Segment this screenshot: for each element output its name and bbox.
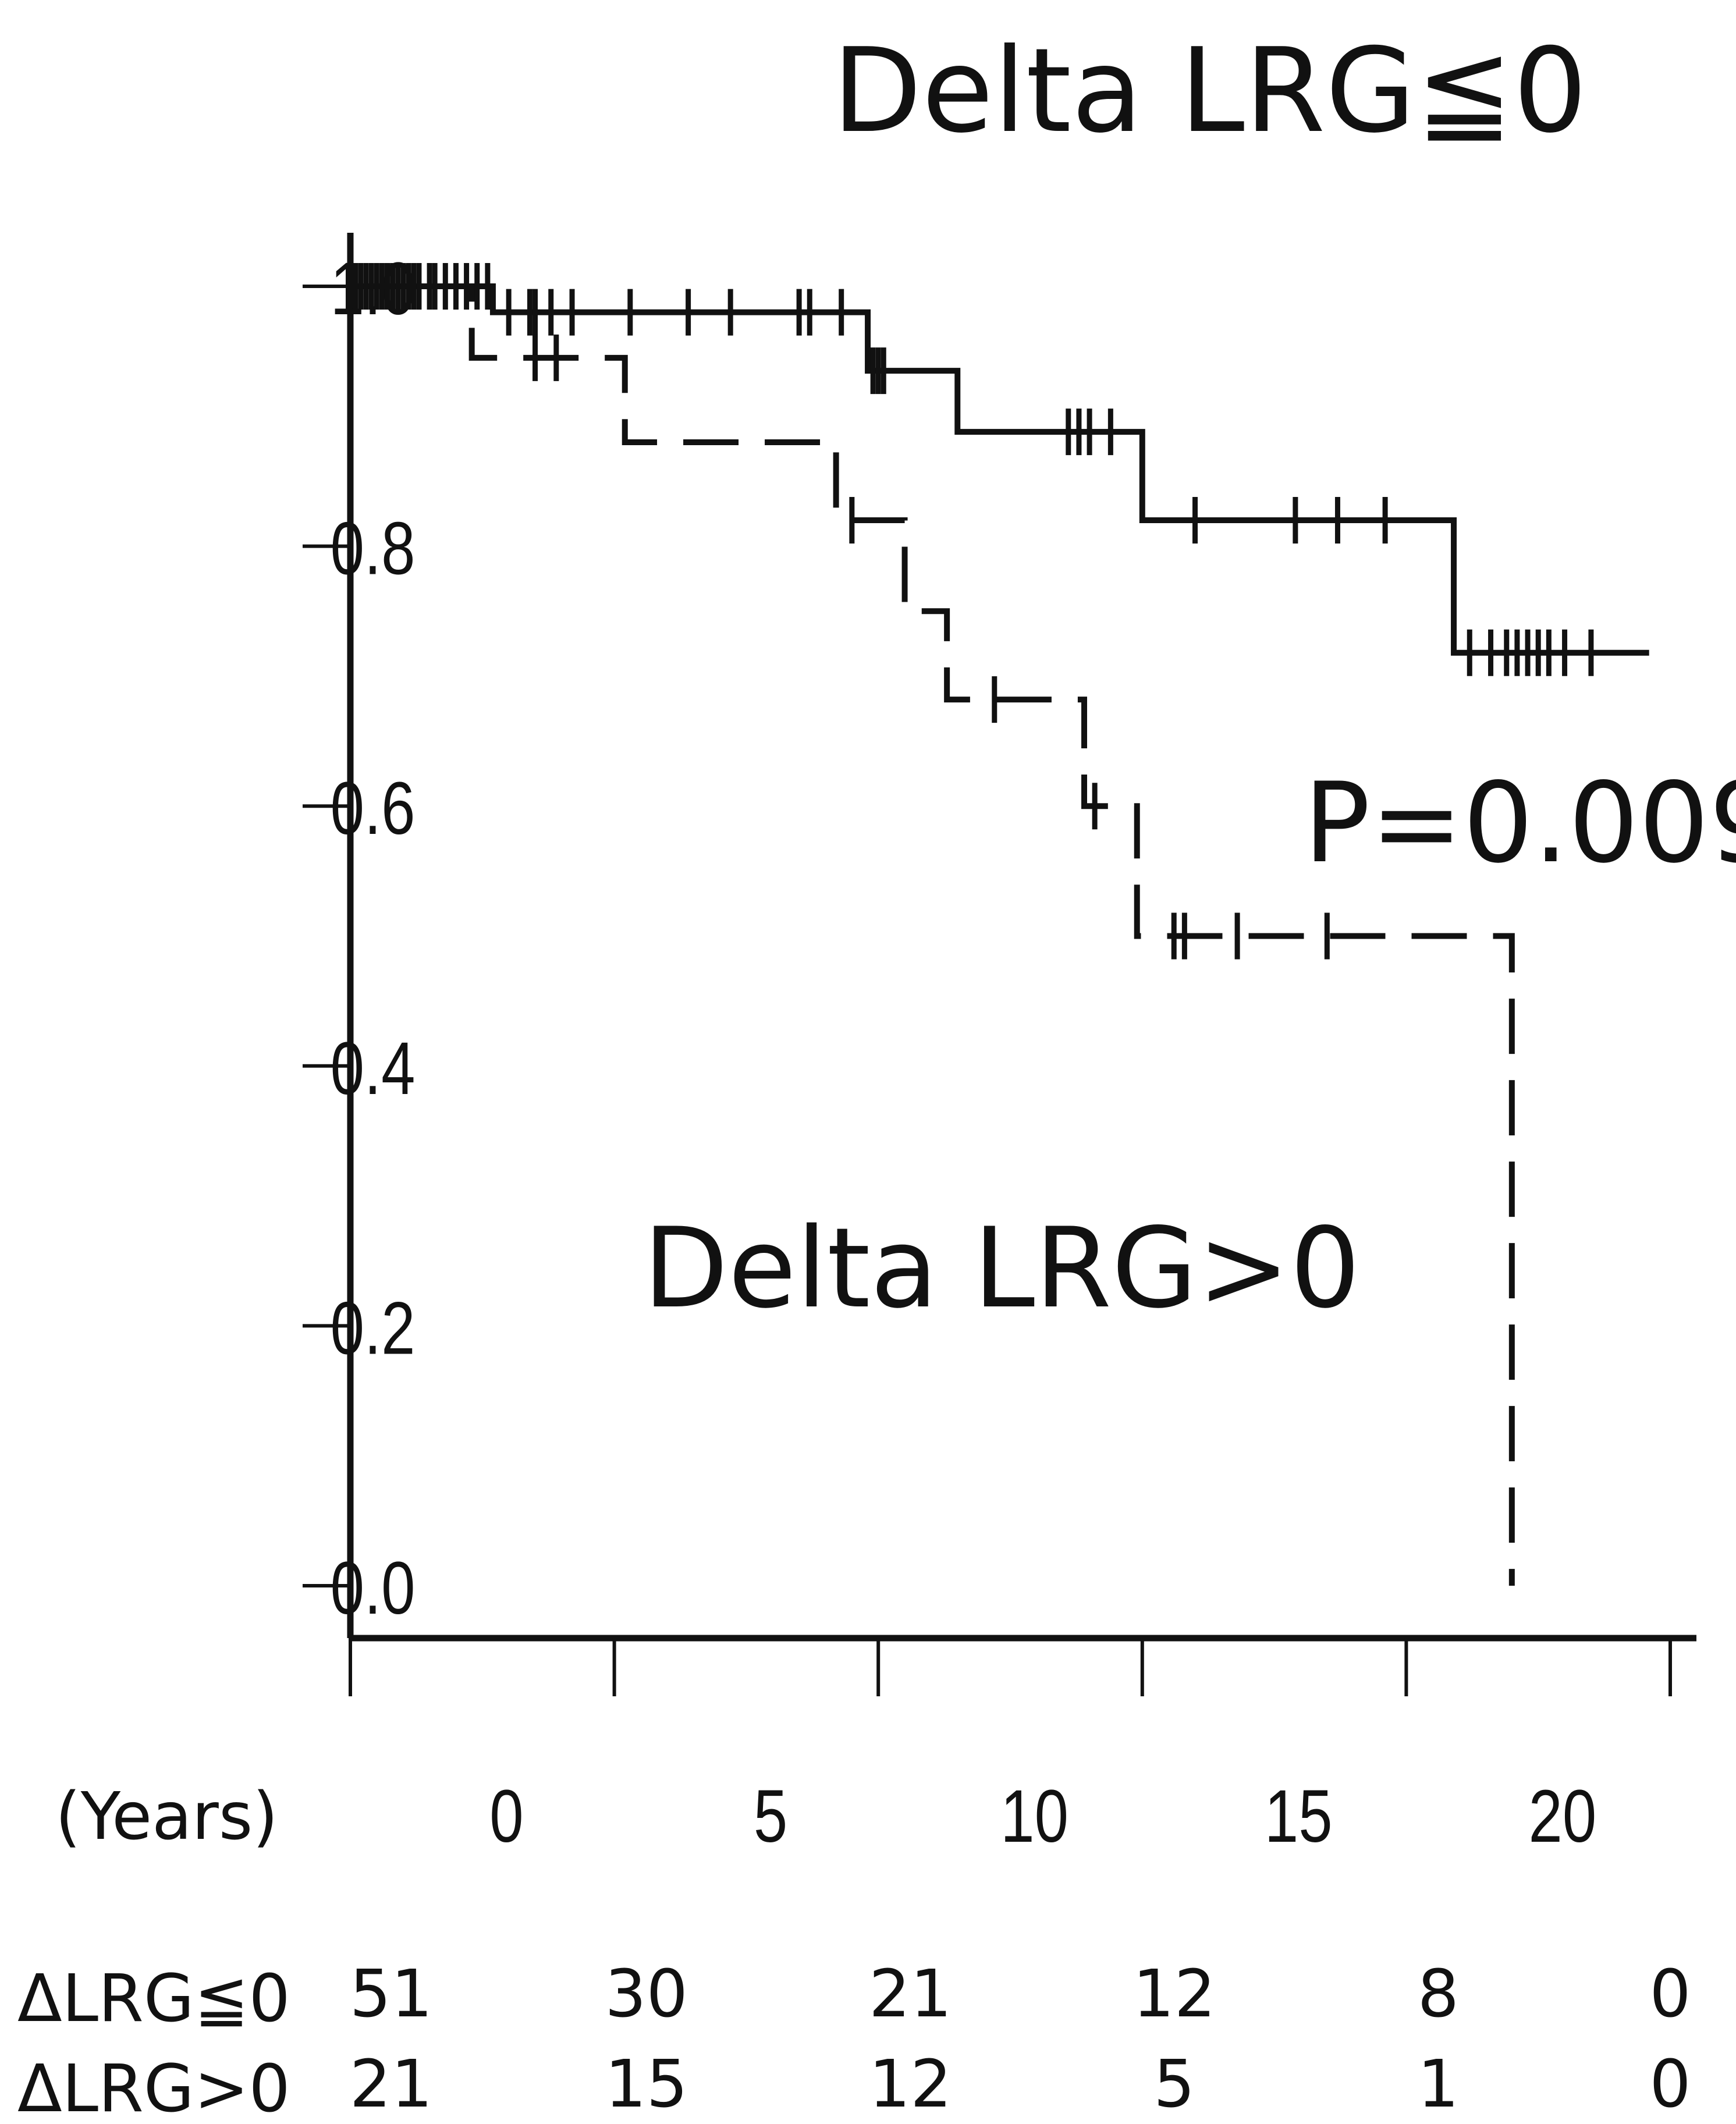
group2-label: Delta LRG>0 [643, 1204, 1361, 1333]
survival-curves [350, 263, 1649, 1586]
group1-title: Delta LRG≦0 [832, 23, 1587, 159]
y-tick-label: 0.2 [331, 1286, 416, 1369]
series-2 [350, 283, 1515, 1586]
risk-row-label: ΔLRG≦0 [17, 1961, 290, 2037]
x-axis-ticks: 0510152025 [349, 1638, 1672, 1857]
x-tick-label: 5 [754, 1774, 787, 1857]
y-tick-label: 0.8 [331, 507, 416, 590]
risk-value: 30 [605, 1956, 688, 2032]
y-tick-label: 0.0 [331, 1546, 416, 1629]
risk-value: 15 [605, 2047, 688, 2122]
axes [347, 233, 1696, 1642]
risk-row-label: ΔLRG>0 [17, 2051, 290, 2124]
risk-value: 21 [350, 2047, 433, 2122]
x-axis-label: (Years) [55, 1779, 278, 1855]
risk-value: 51 [350, 1956, 433, 2032]
risk-value: 12 [1133, 1956, 1216, 2032]
x-tick-label: 0 [489, 1774, 523, 1857]
survival-curve-1 [350, 283, 1649, 656]
risk-value: 5 [1153, 2047, 1195, 2122]
risk-value: 0 [1649, 1956, 1691, 2032]
risk-value: 12 [869, 2047, 952, 2122]
survival-curve-2 [350, 283, 1515, 1586]
x-tick-label: 10 [1000, 1774, 1068, 1857]
p-value-label: P=0.009 [1304, 759, 1736, 887]
y-axis-ticks: 0.00.20.40.60.81.0 [303, 247, 415, 1629]
risk-row-1: ΔLRG≦0 51 30 21 12 8 0 [17, 1956, 1691, 2037]
risk-row-2: ΔLRG>0 21 15 12 5 1 0 [17, 2047, 1691, 2124]
x-tick-label: 15 [1265, 1774, 1333, 1857]
series-1 [350, 263, 1649, 676]
y-tick-label: 0.6 [331, 766, 416, 850]
y-tick-label: 0.4 [331, 1027, 416, 1110]
risk-value: 21 [869, 1956, 952, 2032]
x-tick-label: 20 [1528, 1774, 1596, 1857]
risk-value: 8 [1418, 1956, 1459, 2032]
risk-value: 0 [1649, 2047, 1691, 2122]
risk-value: 1 [1418, 2047, 1459, 2122]
